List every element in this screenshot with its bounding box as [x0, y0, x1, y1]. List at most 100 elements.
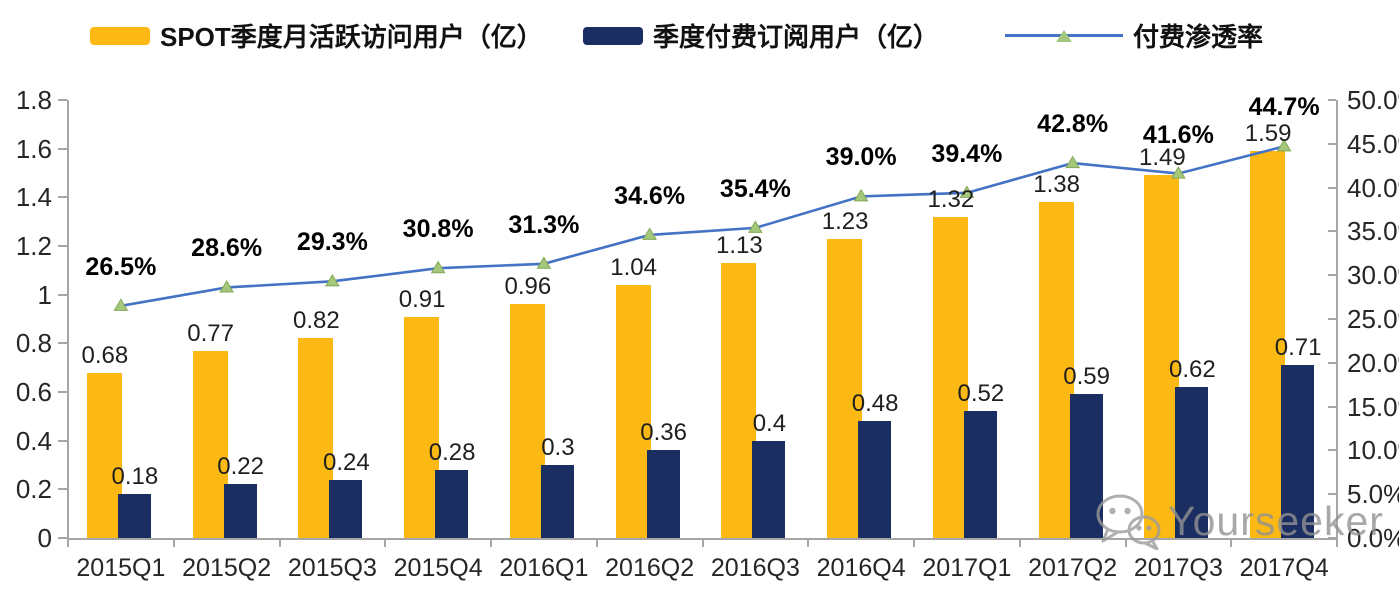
left-axis-tick-label: 0 — [37, 523, 52, 553]
left-axis-tick — [58, 147, 67, 150]
left-axis-tick-label: 0.8 — [15, 328, 52, 359]
x-axis-tick — [278, 538, 281, 547]
right-axis-tick — [1328, 318, 1336, 320]
x-axis-category-label: 2017Q4 — [1239, 554, 1329, 582]
penetration-label: 26.5% — [85, 252, 157, 281]
left-axis-tick — [58, 245, 67, 247]
x-axis-tick — [1124, 538, 1127, 547]
left-axis-tick — [58, 293, 67, 296]
bar-subscribers — [858, 421, 892, 538]
bar-label-subscribers: 0.22 — [217, 453, 264, 481]
left-axis-tick-label: 0.4 — [15, 425, 52, 456]
x-axis-tick — [701, 538, 704, 547]
penetration-label: 44.7% — [1248, 93, 1320, 122]
right-axis-tick-label: 45.0% — [1347, 128, 1399, 159]
x-axis-category-label: 2017Q2 — [1028, 554, 1118, 582]
legend-item-mau: SPOT季度月活跃访问用户（亿） — [90, 17, 543, 54]
left-axis-tick-label: 1 — [37, 279, 52, 310]
right-axis-tick — [1328, 99, 1336, 101]
watermark-text: Yourseeker — [1168, 497, 1384, 544]
bar-label-subscribers: 0.59 — [1063, 363, 1110, 391]
penetration-label: 34.6% — [614, 181, 686, 210]
bar-label-subscribers: 0.4 — [752, 409, 787, 437]
legend-label-penetration: 付费渗透率 — [1133, 22, 1264, 52]
left-axis-tick-label: 1.6 — [15, 133, 52, 164]
left-axis-tick-label: 1.2 — [15, 231, 52, 261]
bar-subscribers — [117, 494, 151, 538]
x-axis-category-label: 2017Q3 — [1133, 554, 1223, 582]
right-axis-tick — [1328, 230, 1336, 233]
legend-label-mau: SPOT季度月活跃访问用户（亿） — [160, 22, 543, 52]
bar-mau — [86, 372, 122, 538]
y-axis-right — [1336, 100, 1338, 539]
bar-label-subscribers: 0.36 — [640, 419, 687, 447]
bar-mau — [827, 238, 863, 538]
bar-mau — [192, 350, 228, 538]
bar-label-mau: 1.59 — [1244, 120, 1292, 148]
bar-label-mau: 1.38 — [1033, 171, 1080, 199]
penetration-label: 29.3% — [296, 228, 368, 257]
right-axis-tick — [1328, 142, 1336, 145]
triangle-marker-icon — [219, 279, 235, 293]
legend-swatch-subscribers — [583, 26, 643, 45]
left-axis-tick-label: 0.2 — [15, 474, 52, 505]
penetration-label: 39.4% — [931, 139, 1003, 168]
bar-label-subscribers: 0.24 — [323, 448, 370, 476]
left-axis-tick — [58, 537, 67, 539]
x-axis-tick — [1018, 538, 1021, 547]
triangle-marker-icon — [853, 188, 869, 202]
right-axis-tick-label: 0.0% — [1347, 523, 1399, 553]
bar-subscribers — [963, 411, 997, 538]
bar-label-mau: 0.82 — [293, 307, 340, 335]
right-axis-tick-label: 15.0% — [1347, 391, 1399, 422]
x-axis-category-label: 2016Q4 — [816, 554, 906, 582]
bar-label-mau: 1.04 — [610, 253, 657, 281]
bar-mau — [298, 338, 334, 538]
legend-item-subscribers: 季度付费订阅用户（亿） — [583, 17, 939, 54]
triangle-marker-icon — [324, 273, 340, 287]
bar-subscribers — [329, 479, 363, 538]
right-axis-tick — [1328, 186, 1336, 189]
right-axis-tick — [1328, 537, 1336, 539]
bar-subscribers — [1175, 387, 1209, 538]
penetration-label: 30.8% — [402, 215, 474, 244]
penetration-label: 35.4% — [719, 174, 791, 203]
triangle-marker-icon — [536, 256, 552, 269]
penetration-label: 31.3% — [508, 210, 580, 239]
legend-item-penetration: 付费渗透率 — [1005, 17, 1263, 54]
x-axis-category-label: 2015Q4 — [393, 554, 483, 582]
x-axis-tick — [913, 538, 915, 547]
bar-label-mau: 1.23 — [821, 207, 869, 235]
penetration-label: 39.0% — [825, 143, 897, 172]
x-axis-tick — [172, 538, 175, 547]
right-axis-tick-label: 5.0% — [1347, 479, 1399, 510]
bar-mau — [721, 263, 757, 538]
x-axis-tick — [490, 538, 492, 547]
triangle-marker-icon — [430, 260, 446, 274]
right-axis-tick-label: 20.0% — [1347, 347, 1399, 378]
right-axis-tick — [1328, 449, 1336, 452]
wechat-icon — [1096, 494, 1161, 550]
bar-subscribers — [540, 465, 574, 538]
bar-label-subscribers: 0.62 — [1169, 356, 1216, 384]
penetration-label: 28.6% — [191, 234, 263, 263]
right-axis-tick-label: 10.0% — [1347, 435, 1399, 466]
legend-label-subscribers: 季度付费订阅用户（亿） — [653, 22, 940, 52]
x-axis-category-label: 2016Q2 — [605, 554, 695, 582]
bar-subscribers — [1281, 365, 1315, 538]
bar-mau — [615, 284, 651, 538]
x-axis-tick — [67, 538, 69, 547]
triangle-marker-icon — [1056, 30, 1072, 42]
bar-label-subscribers: 0.3 — [541, 434, 575, 461]
bar-mau — [932, 216, 968, 538]
right-axis-tick — [1328, 493, 1336, 496]
x-axis-tick — [807, 538, 810, 547]
bar-mau — [404, 316, 440, 538]
bar-subscribers — [752, 440, 786, 538]
right-axis-tick — [1328, 361, 1336, 364]
x-axis-tick — [595, 538, 598, 547]
x-axis-category-label: 2017Q1 — [922, 554, 1012, 582]
x-axis-category-label: 2015Q2 — [182, 554, 272, 582]
